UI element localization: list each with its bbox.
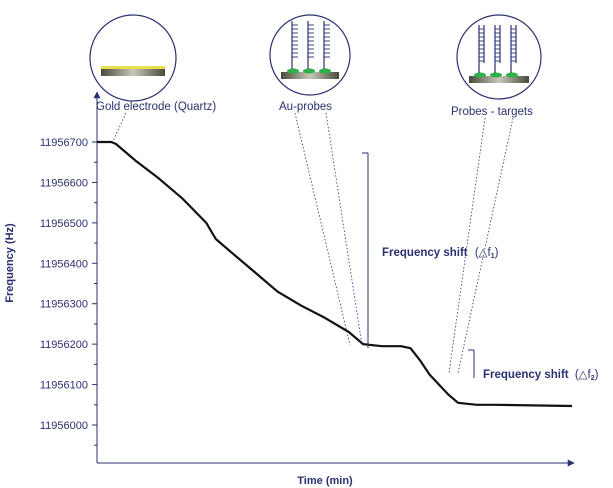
connector-au-right (325, 112, 363, 346)
x-axis-label: Time (min) (297, 475, 353, 487)
y-tick-label: 11956300 (40, 299, 88, 311)
shift1-label: Frequency shift (△f1) (382, 247, 499, 260)
connector-targets-right (457, 117, 514, 374)
stage-label-probes-targets: Probes - targets (451, 106, 533, 118)
probe-anchor (490, 72, 502, 78)
y-tick-label: 11956100 (40, 380, 88, 392)
probe-anchor (506, 72, 518, 78)
stage-label-au-probes: Au-probes (279, 101, 332, 113)
connector-targets-left (448, 117, 486, 374)
y-tick-label: 11956000 (40, 420, 88, 432)
shift2-bracket (468, 349, 475, 378)
y-tick-label: 11956700 (40, 137, 88, 149)
frequency-series-line (97, 140, 573, 408)
y-tick-label: 11956500 (40, 218, 88, 230)
shift2-label: Frequency shift (△f2) (483, 369, 599, 382)
connector-au-left (294, 112, 351, 346)
shift1-bracket (362, 152, 369, 348)
probe-anchor (319, 68, 331, 74)
y-axis-label: Frequency (Hz) (4, 223, 16, 303)
au-probes-icon (269, 14, 351, 96)
probe-anchor (303, 68, 315, 74)
gold-electrode-icon (89, 14, 177, 102)
connector-gold (112, 112, 127, 142)
probes-targets-icon (456, 14, 542, 100)
y-tick-label: 11956200 (40, 339, 88, 351)
probe-anchor (474, 72, 486, 78)
y-tick-group: 11956700 11956600 11956500 11956400 11956300… (40, 137, 97, 446)
probe-anchor (287, 68, 299, 74)
stage-label-gold: Gold electrode (Quartz) (96, 101, 216, 113)
y-tick-label: 11956400 (40, 258, 88, 270)
y-tick-label: 11956600 (40, 177, 88, 189)
